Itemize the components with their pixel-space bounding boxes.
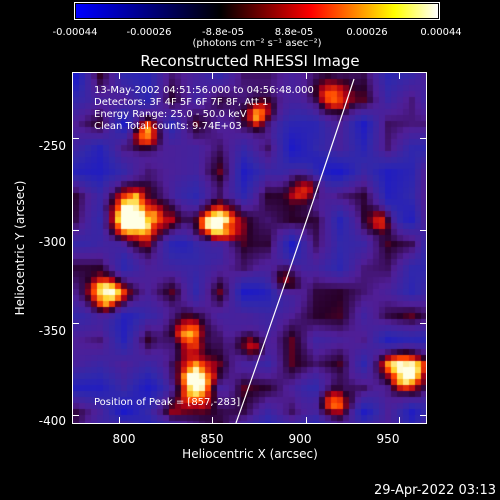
colorbar-tick-label: -0.00044 — [52, 27, 98, 38]
tick-mark — [420, 414, 426, 416]
colorbar-tick-label: -8.8e-05 — [202, 27, 244, 38]
colorbar-tick-label: -0.00026 — [126, 27, 172, 38]
info-energy-range: Energy Range: 25.0 - 50.0 keV — [94, 109, 247, 120]
x-axis-label: Heliocentric X (arcsec) — [182, 447, 318, 461]
tick-mark — [420, 230, 426, 232]
x-tick-label: 850 — [200, 432, 224, 446]
tick-mark — [398, 73, 400, 79]
tick-mark — [73, 138, 79, 140]
tick-mark — [73, 414, 79, 416]
tick-mark — [305, 73, 307, 79]
solar-limb-overlay — [235, 78, 355, 423]
colorbar-units-label: (photons cm⁻² s⁻¹ asec⁻²) — [192, 38, 322, 49]
colorbar-tick-label: 0.00026 — [346, 27, 388, 38]
tick-mark — [118, 417, 120, 423]
solar-limb-line — [235, 78, 355, 423]
tick-mark — [420, 138, 426, 140]
tick-mark — [118, 73, 120, 79]
x-tick-label: 900 — [288, 432, 312, 446]
y-tick-label: -250 — [38, 139, 66, 153]
tick-mark — [73, 230, 79, 232]
tick-mark — [398, 417, 400, 423]
colorbar — [74, 2, 440, 20]
info-peak-position: Position of Peak = [857,-283] — [94, 397, 241, 408]
tick-mark — [212, 417, 214, 423]
x-tick-label: 800 — [112, 432, 136, 446]
tick-mark — [305, 417, 307, 423]
colorbar-tick-label: 8.8e-05 — [274, 27, 314, 38]
tick-mark — [73, 322, 79, 324]
timestamp: 29-Apr-2022 03:13 — [374, 483, 496, 498]
rhessi-image — [73, 73, 426, 423]
info-detectors: Detectors: 3F 4F 5F 6F 7F 8F, Att 1 — [94, 97, 269, 108]
y-axis-label: Heliocentric Y (arcsec) — [13, 180, 27, 316]
plot-title: Reconstructed RHESSI Image — [140, 52, 360, 70]
tick-mark — [420, 322, 426, 324]
y-tick-label: -300 — [38, 235, 66, 249]
x-tick-label: 950 — [376, 432, 400, 446]
image-plot-area — [72, 72, 427, 424]
colorbar-gradient — [76, 4, 438, 18]
info-clean-counts: Clean Total counts: 9.74E+03 — [94, 121, 242, 132]
info-time-range: 13-May-2002 04:51:56.000 to 04:56:48.000 — [94, 85, 314, 96]
y-tick-label: -350 — [38, 324, 66, 338]
colorbar-tick-label: 0.00044 — [420, 27, 462, 38]
y-tick-label: -400 — [38, 414, 66, 428]
tick-mark — [212, 73, 214, 79]
